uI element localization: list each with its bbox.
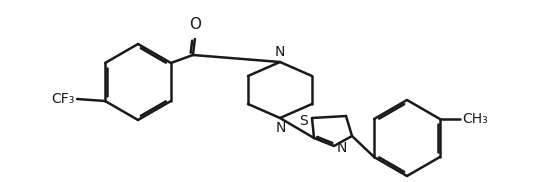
Text: CH₃: CH₃ bbox=[462, 112, 487, 126]
Text: N: N bbox=[275, 45, 285, 59]
Text: N: N bbox=[337, 141, 348, 155]
Text: CF₃: CF₃ bbox=[52, 92, 75, 106]
Text: S: S bbox=[299, 114, 308, 128]
Text: N: N bbox=[276, 121, 286, 135]
Text: O: O bbox=[189, 17, 201, 32]
